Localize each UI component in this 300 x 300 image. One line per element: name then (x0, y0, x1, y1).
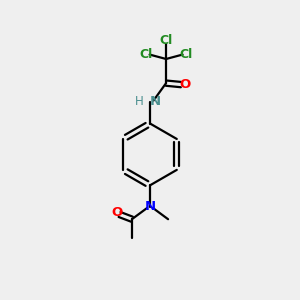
Text: H: H (135, 95, 143, 108)
Text: N: N (150, 95, 161, 108)
Text: Cl: Cl (140, 48, 153, 61)
Text: O: O (180, 78, 191, 91)
Text: Cl: Cl (179, 48, 193, 61)
Text: Cl: Cl (160, 34, 173, 47)
Text: O: O (111, 206, 122, 219)
Text: N: N (144, 200, 156, 213)
